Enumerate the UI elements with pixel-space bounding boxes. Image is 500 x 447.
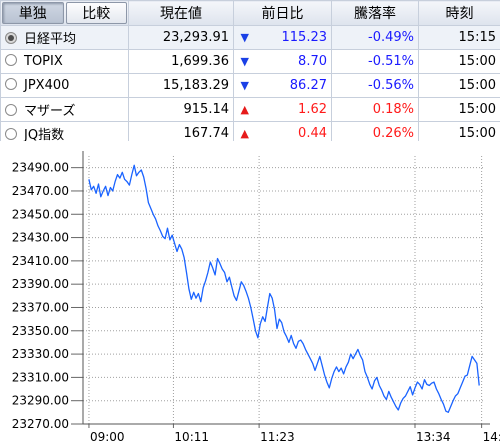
y-tick-label: 23330.00 [12, 347, 69, 361]
chart-svg: 23490.00 23470.00 23450.00 23430.00 23410.00… [0, 141, 500, 447]
x-tick-label: 10:11 [174, 430, 209, 444]
radio-button[interactable] [5, 32, 17, 44]
triangle-up-icon: ▲ [233, 121, 256, 146]
y-tick-label: 23290.00 [12, 394, 69, 408]
quote-time: 15:00 [418, 73, 500, 98]
quote-time: 15:00 [418, 49, 500, 74]
table-header-row: 単独 比較 現在値 前日比 騰落率 時刻 [0, 0, 500, 26]
index-name: マザーズ [24, 104, 76, 119]
y-tick-label: 23370.00 [12, 300, 69, 314]
y-tick-label: 23450.00 [12, 207, 69, 221]
col-header-change[interactable]: 前日比 [233, 0, 332, 26]
index-name-cell[interactable]: マザーズ [0, 97, 129, 122]
y-tick-label: 23470.00 [12, 184, 69, 198]
mode-toggle: 単独 比較 [0, 0, 129, 26]
y-tick-label: 23490.00 [12, 161, 69, 175]
y-tick-label: 23410.00 [12, 254, 69, 268]
index-name-cell[interactable]: 日経平均 [0, 25, 129, 50]
x-tick-label: 09:00 [90, 430, 125, 444]
quote-time: 15:00 [418, 97, 500, 122]
y-tick-label: 23390.00 [12, 277, 69, 291]
change-percent: -0.51% [331, 49, 419, 74]
radio-button[interactable] [5, 104, 17, 116]
y-tick-label: 23310.00 [12, 370, 69, 384]
index-row[interactable]: マザーズ 915.14 ▲ 1.62 0.18% 15:00 [0, 97, 500, 122]
triangle-down-icon: ▼ [233, 49, 256, 74]
y-tick-label: 23430.00 [12, 231, 69, 245]
index-name-cell[interactable]: TOPIX [0, 49, 129, 74]
change-percent: 0.18% [331, 97, 419, 122]
triangle-down-icon: ▼ [233, 73, 256, 98]
index-name: JQ指数 [24, 128, 65, 143]
price-line [88, 164, 480, 413]
change-value: 115.23 [255, 25, 332, 50]
current-price: 1,699.36 [128, 49, 234, 74]
triangle-down-icon: ▼ [233, 25, 256, 50]
change-value: 1.62 [255, 97, 332, 122]
index-name: 日経平均 [24, 32, 77, 47]
x-tick-label: 11:23 [260, 430, 295, 444]
radio-button[interactable] [5, 128, 17, 140]
single-mode-button[interactable]: 単独 [2, 2, 64, 24]
change-value: 86.27 [255, 73, 332, 98]
change-percent: -0.49% [331, 25, 419, 50]
radio-button[interactable] [5, 78, 17, 90]
triangle-up-icon: ▲ [233, 97, 256, 122]
change-percent: -0.56% [331, 73, 419, 98]
compare-mode-button[interactable]: 比較 [65, 2, 127, 24]
index-quote-table: 単独 比較 現在値 前日比 騰落率 時刻 日経平均 23,293.91 ▼ 115.2… [0, 0, 500, 146]
x-tick-label: 13:34 [416, 430, 451, 444]
y-tick-label: 23350.00 [12, 324, 69, 338]
current-price: 23,293.91 [128, 25, 234, 50]
intraday-chart: 23490.00 23470.00 23450.00 23430.00 23410.00… [0, 141, 500, 447]
index-name: TOPIX [24, 54, 63, 69]
col-header-time[interactable]: 時刻 [418, 0, 500, 26]
col-header-pct[interactable]: 騰落率 [331, 0, 419, 26]
change-value: 8.70 [255, 49, 332, 74]
index-name: JPX400 [24, 78, 70, 93]
col-header-price[interactable]: 現在値 [128, 0, 234, 26]
current-price: 915.14 [128, 97, 234, 122]
quote-time: 15:15 [418, 25, 500, 50]
index-name-cell[interactable]: JPX400 [0, 73, 129, 98]
y-tick-label: 23270.00 [12, 417, 69, 431]
index-row[interactable]: TOPIX 1,699.36 ▼ 8.70 -0.51% 15:00 [0, 49, 500, 74]
index-row[interactable]: JPX400 15,183.29 ▼ 86.27 -0.56% 15:00 [0, 73, 500, 98]
x-tick-label: 14: [483, 430, 500, 444]
radio-button[interactable] [5, 54, 17, 66]
index-row[interactable]: 日経平均 23,293.91 ▼ 115.23 -0.49% 15:15 [0, 25, 500, 50]
current-price: 15,183.29 [128, 73, 234, 98]
